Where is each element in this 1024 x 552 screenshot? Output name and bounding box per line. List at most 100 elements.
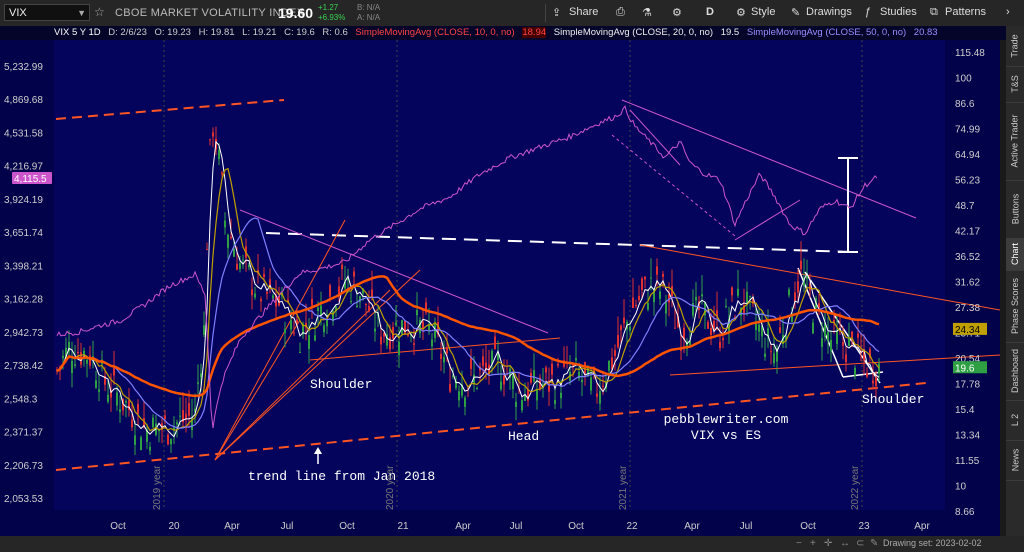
right-axis-tick: 100 bbox=[955, 74, 972, 85]
tab-chart[interactable]: Chart bbox=[1006, 238, 1024, 271]
share-icon[interactable]: ⇪ bbox=[552, 7, 562, 19]
vix-candle-body bbox=[308, 335, 310, 349]
vix-candle-body bbox=[710, 327, 712, 335]
price-change: +1.27 +6.93% bbox=[318, 3, 346, 22]
vix-candle-body bbox=[635, 304, 637, 307]
tab-label: L 2 bbox=[1010, 413, 1020, 427]
patterns-icon[interactable]: ⧉ bbox=[930, 6, 938, 18]
vix-candle-body bbox=[263, 274, 265, 278]
sma50-label[interactable]: SimpleMovingAvg (CLOSE, 50, 0, no) bbox=[746, 27, 907, 38]
tab-label: Active Trader bbox=[1010, 114, 1020, 168]
price-chart[interactable]: Shoulder Head Shoulder trend line from Jan … bbox=[0, 40, 1001, 536]
vix-candle-body bbox=[755, 323, 757, 331]
style-icon[interactable]: ⚙ bbox=[736, 7, 746, 19]
vix-candle-body bbox=[668, 294, 670, 303]
chevron-right-icon[interactable]: › bbox=[1006, 6, 1010, 18]
vix-candle-body bbox=[224, 220, 226, 228]
vix-candle-body bbox=[392, 327, 394, 339]
vix-candle-body bbox=[842, 342, 844, 346]
vix-candle-body bbox=[191, 418, 193, 431]
tab-l-2[interactable]: L 2 bbox=[1006, 400, 1024, 441]
pan-icon[interactable]: ↔ bbox=[840, 538, 850, 549]
sma10-label[interactable]: SimpleMovingAvg (CLOSE, 10, 0, no) bbox=[355, 27, 515, 38]
tab-active-trader[interactable]: Active Trader bbox=[1006, 102, 1024, 181]
vix-candle-body bbox=[803, 278, 805, 286]
zoom-in-icon[interactable]: + bbox=[810, 538, 816, 549]
annotation-trendline-note: trend line from Jan 2018 bbox=[248, 469, 435, 484]
vix-candle-body bbox=[83, 350, 85, 356]
right-axis-tick: 42.17 bbox=[955, 227, 980, 238]
pencil-icon[interactable]: ✎ bbox=[870, 538, 879, 549]
vix-candle-body bbox=[419, 319, 421, 334]
vix-candle-body bbox=[362, 288, 364, 294]
vix-candle-body bbox=[374, 328, 376, 332]
vix-candle-body bbox=[185, 413, 187, 420]
vix-candle-body bbox=[233, 249, 235, 257]
tab-trade[interactable]: Trade bbox=[1006, 26, 1024, 67]
chevron-down-icon[interactable]: ▼ bbox=[77, 8, 86, 18]
vix-candle-body bbox=[725, 306, 727, 308]
left-axis-tick: 2,371.37 bbox=[4, 428, 43, 439]
drawings-button[interactable]: Drawings bbox=[806, 6, 852, 18]
tab-label: News bbox=[1010, 448, 1021, 472]
ohlc-high: H: 19.81 bbox=[198, 27, 235, 38]
vix-candle-body bbox=[869, 349, 871, 358]
pencil-icon[interactable]: ✎ bbox=[791, 7, 801, 19]
vix-candle-body bbox=[515, 401, 517, 407]
print-icon[interactable]: ⎙ bbox=[616, 6, 625, 18]
right-axis-tick: 13.34 bbox=[955, 430, 980, 441]
style-button[interactable]: Style bbox=[751, 6, 776, 18]
zoom-out-icon[interactable]: − bbox=[796, 538, 802, 549]
chart-area[interactable]: Shoulder Head Shoulder trend line from Jan … bbox=[0, 40, 1001, 536]
vix-candle-body bbox=[821, 338, 823, 347]
drawing-set-label[interactable]: Drawing set: 2023-02-02 bbox=[883, 538, 982, 548]
vix-candle-body bbox=[851, 331, 853, 338]
vix-candle-body bbox=[599, 391, 601, 404]
vix-candle-body bbox=[830, 339, 832, 351]
vix-candle-body bbox=[188, 403, 190, 416]
gear-icon[interactable]: ⚙ bbox=[672, 7, 682, 19]
vix-candle-body bbox=[683, 327, 685, 340]
symbol-input[interactable]: VIX ▼ bbox=[4, 4, 90, 21]
vix-candle-body bbox=[272, 295, 274, 299]
vix-candle-body bbox=[299, 352, 301, 354]
crosshair-icon[interactable]: ✛ bbox=[824, 538, 833, 549]
right-axis-marker: 24.34 bbox=[955, 325, 980, 336]
ohlc-low: L: 19.21 bbox=[242, 27, 277, 38]
vix-candle-body bbox=[542, 384, 544, 387]
patterns-button[interactable]: Patterns bbox=[945, 6, 986, 18]
vix-candle-body bbox=[785, 336, 787, 341]
tab-label: T&S bbox=[1009, 75, 1020, 93]
tab-t-s[interactable]: T&S bbox=[1006, 66, 1024, 103]
vix-candle-body bbox=[200, 373, 202, 377]
vix-candle-body bbox=[269, 279, 271, 286]
ohlc-range: R: 0.6 bbox=[322, 27, 348, 38]
vix-candle-body bbox=[332, 311, 334, 322]
share-button[interactable]: Share bbox=[569, 6, 599, 18]
vix-candle-body bbox=[134, 435, 136, 445]
star-icon[interactable]: ☆ bbox=[94, 5, 105, 19]
vix-candle-body bbox=[290, 320, 292, 330]
period-button[interactable]: D bbox=[706, 6, 714, 18]
vix-candle-body bbox=[578, 371, 580, 379]
vix-candle-body bbox=[431, 339, 433, 347]
vix-candle-body bbox=[404, 320, 406, 334]
tab-phase-scores[interactable]: Phase Scores bbox=[1006, 270, 1024, 343]
toolbar: VIX ▼ ☆ CBOE MARKET VOLATILITY INDEX 19.6… bbox=[0, 0, 1024, 27]
vix-candle-body bbox=[800, 260, 802, 270]
studies-icon[interactable]: ƒ bbox=[865, 6, 872, 18]
vix-candle-body bbox=[575, 357, 577, 361]
vix-candle-body bbox=[179, 415, 181, 417]
tab-news[interactable]: News bbox=[1006, 440, 1024, 481]
flask-icon[interactable]: ⚗ bbox=[642, 7, 652, 19]
tab-dashboard[interactable]: Dashboard bbox=[1006, 342, 1024, 401]
vix-candle-body bbox=[551, 363, 553, 375]
trend-line bbox=[309, 337, 561, 361]
right-axis-tick: 31.62 bbox=[955, 278, 980, 289]
tab-buttons[interactable]: Buttons bbox=[1006, 180, 1024, 239]
magnet-icon[interactable]: ⊂ bbox=[856, 538, 865, 549]
vix-candle-body bbox=[665, 300, 667, 314]
vix-candle-body bbox=[446, 346, 448, 354]
sma20-label[interactable]: SimpleMovingAvg (CLOSE, 20, 0, no) bbox=[553, 27, 714, 38]
studies-button[interactable]: Studies bbox=[880, 6, 917, 18]
